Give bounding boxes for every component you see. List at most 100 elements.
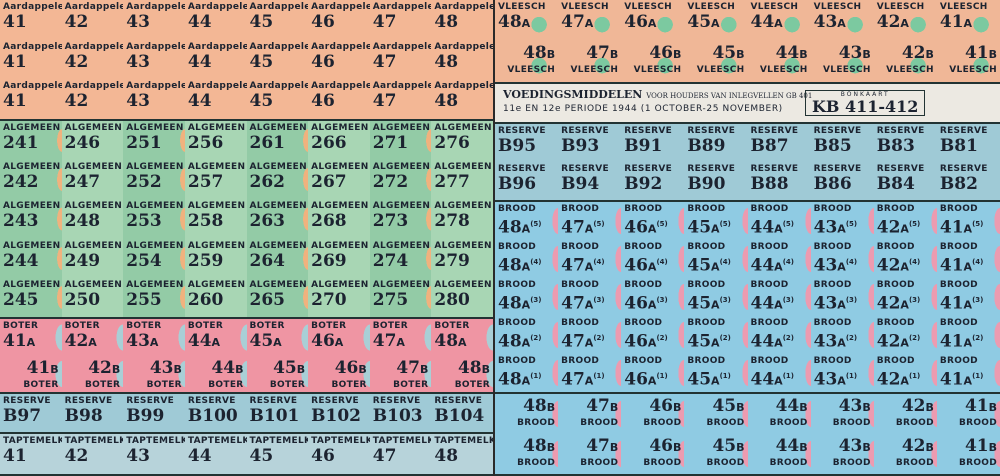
algemeen-coupon[interactable]: ALGEMEEN 254 — [123, 238, 185, 278]
vleesch-coupon-b[interactable]: 44B VLEESCH — [747, 41, 811, 82]
reserve-coupon[interactable]: RESERVE B88 — [748, 162, 811, 200]
algemeen-coupon[interactable]: ALGEMEEN 274 — [369, 238, 432, 278]
aardappelen-coupon[interactable]: Aardappelen41 — [0, 0, 62, 40]
reserve-coupon[interactable]: RESERVE B85 — [811, 124, 874, 162]
vleesch-coupon-a[interactable]: VLEESCH 46A — [621, 0, 685, 41]
brood-coupon-b[interactable]: 44B BROOD — [747, 394, 811, 434]
brood-coupon-b[interactable]: 48B BROOD — [495, 394, 559, 434]
brood-coupon-a[interactable]: BROOD 48A(1) — [495, 354, 559, 392]
brood-coupon-a[interactable]: BROOD 41A(3) — [936, 278, 1000, 316]
algemeen-coupon[interactable]: ALGEMEEN 270 — [308, 277, 370, 317]
brood-coupon-b[interactable]: 45B BROOD — [684, 434, 748, 474]
brood-coupon-a[interactable]: BROOD 45A(1) — [684, 354, 748, 392]
brood-coupon-a[interactable]: BROOD 48A(5) — [495, 202, 559, 240]
algemeen-coupon[interactable]: ALGEMEEN 244 — [0, 238, 62, 278]
vleesch-coupon-a[interactable]: VLEESCH 44A — [747, 0, 811, 41]
algemeen-coupon[interactable]: ALGEMEEN 258 — [184, 199, 247, 239]
algemeen-coupon[interactable]: ALGEMEEN 271 — [369, 121, 432, 161]
brood-coupon-a[interactable]: BROOD 43A(2) — [810, 316, 874, 354]
brood-coupon-b[interactable]: 43B BROOD — [810, 394, 874, 434]
taptemelk-coupon[interactable]: TAPTEMELK 48 — [431, 434, 493, 474]
algemeen-coupon[interactable]: ALGEMEEN 257 — [184, 160, 247, 200]
boter-coupon-a[interactable]: BOTER 41A — [0, 319, 62, 356]
algemeen-coupon[interactable]: ALGEMEEN 247 — [61, 160, 124, 200]
aardappelen-coupon[interactable]: Aardappelen41 — [0, 79, 62, 119]
algemeen-coupon[interactable]: ALGEMEEN 263 — [246, 199, 309, 239]
brood-coupon-b[interactable]: 43B BROOD — [810, 434, 874, 474]
reserve-coupon[interactable]: RESERVE B99 — [123, 394, 185, 432]
brood-coupon-b[interactable]: 41B BROOD — [936, 434, 1000, 474]
brood-coupon-b[interactable]: 46B BROOD — [621, 394, 685, 434]
algemeen-coupon[interactable]: ALGEMEEN 255 — [123, 277, 185, 317]
brood-coupon-a[interactable]: BROOD 47A(2) — [558, 316, 622, 354]
brood-coupon-a[interactable]: BROOD 44A(5) — [747, 202, 811, 240]
aardappelen-coupon[interactable]: Aardappelen45 — [247, 40, 309, 80]
brood-coupon-a[interactable]: BROOD 43A(3) — [810, 278, 874, 316]
vleesch-coupon-a[interactable]: VLEESCH 42A — [873, 0, 937, 41]
vleesch-coupon-b[interactable]: 46B VLEESCH — [621, 41, 685, 82]
reserve-coupon[interactable]: RESERVE B90 — [684, 162, 747, 200]
algemeen-coupon[interactable]: ALGEMEEN 279 — [431, 238, 493, 278]
brood-coupon-a[interactable]: BROOD 43A(4) — [810, 240, 874, 278]
algemeen-coupon[interactable]: ALGEMEEN 243 — [0, 199, 62, 239]
brood-coupon-a[interactable]: BROOD 48A(4) — [495, 240, 559, 278]
aardappelen-coupon[interactable]: Aardappelen42 — [62, 40, 124, 80]
boter-coupon-b[interactable]: 48B BOTER — [431, 355, 493, 392]
algemeen-coupon[interactable]: ALGEMEEN 275 — [369, 277, 432, 317]
brood-coupon-a[interactable]: BROOD 42A(5) — [873, 202, 937, 240]
brood-coupon-a[interactable]: BROOD 48A(2) — [495, 316, 559, 354]
reserve-coupon[interactable]: RESERVE B94 — [558, 162, 621, 200]
taptemelk-coupon[interactable]: TAPTEMELK 42 — [62, 434, 124, 474]
brood-coupon-a[interactable]: BROOD 44A(1) — [747, 354, 811, 392]
aardappelen-coupon[interactable]: Aardappelen45 — [247, 0, 309, 40]
reserve-coupon[interactable]: RESERVE B87 — [748, 124, 811, 162]
boter-coupon-a[interactable]: BOTER 45A — [246, 319, 309, 356]
brood-coupon-a[interactable]: BROOD 45A(5) — [684, 202, 748, 240]
aardappelen-coupon[interactable]: Aardappelen42 — [62, 0, 124, 40]
taptemelk-coupon[interactable]: TAPTEMELK 44 — [185, 434, 247, 474]
algemeen-coupon[interactable]: ALGEMEEN 260 — [184, 277, 247, 317]
aardappelen-coupon[interactable]: Aardappelen47 — [370, 79, 432, 119]
reserve-coupon[interactable]: RESERVE B84 — [874, 162, 937, 200]
brood-coupon-a[interactable]: BROOD 41A(4) — [936, 240, 1000, 278]
reserve-coupon[interactable]: RESERVE B89 — [684, 124, 747, 162]
algemeen-coupon[interactable]: ALGEMEEN 261 — [246, 121, 309, 161]
boter-coupon-b[interactable]: 45B BOTER — [246, 355, 309, 392]
reserve-coupon[interactable]: RESERVE B95 — [495, 124, 558, 162]
reserve-coupon[interactable]: RESERVE B104 — [431, 394, 493, 432]
aardappelen-coupon[interactable]: Aardappelen44 — [185, 40, 247, 80]
taptemelk-coupon[interactable]: TAPTEMELK 45 — [247, 434, 309, 474]
aardappelen-coupon[interactable]: Aardappelen46 — [308, 79, 370, 119]
algemeen-coupon[interactable]: ALGEMEEN 278 — [431, 199, 493, 239]
vleesch-coupon-b[interactable]: 45B VLEESCH — [684, 41, 748, 82]
brood-coupon-a[interactable]: BROOD 47A(5) — [558, 202, 622, 240]
vleesch-coupon-b[interactable]: 48B VLEESCH — [495, 41, 559, 82]
brood-coupon-b[interactable]: 47B BROOD — [558, 434, 622, 474]
taptemelk-coupon[interactable]: TAPTEMELK 46 — [308, 434, 370, 474]
algemeen-coupon[interactable]: ALGEMEEN 276 — [431, 121, 493, 161]
brood-coupon-b[interactable]: 42B BROOD — [873, 434, 937, 474]
reserve-coupon[interactable]: RESERVE B96 — [495, 162, 558, 200]
vleesch-coupon-b[interactable]: 43B VLEESCH — [810, 41, 874, 82]
brood-coupon-a[interactable]: BROOD 46A(5) — [621, 202, 685, 240]
brood-coupon-b[interactable]: 41B BROOD — [936, 394, 1000, 434]
boter-coupon-a[interactable]: BOTER 48A — [431, 319, 493, 356]
brood-coupon-a[interactable]: BROOD 45A(2) — [684, 316, 748, 354]
reserve-coupon[interactable]: RESERVE B101 — [247, 394, 309, 432]
reserve-coupon[interactable]: RESERVE B91 — [621, 124, 684, 162]
boter-coupon-b[interactable]: 43B BOTER — [123, 355, 185, 392]
taptemelk-coupon[interactable]: TAPTEMELK 43 — [123, 434, 185, 474]
brood-coupon-b[interactable]: 48B BROOD — [495, 434, 559, 474]
aardappelen-coupon[interactable]: Aardappelen43 — [123, 0, 185, 40]
brood-coupon-a[interactable]: BROOD 43A(1) — [810, 354, 874, 392]
brood-coupon-a[interactable]: BROOD 42A(3) — [873, 278, 937, 316]
algemeen-coupon[interactable]: ALGEMEEN 242 — [0, 160, 62, 200]
vleesch-coupon-b[interactable]: 42B VLEESCH — [873, 41, 937, 82]
reserve-coupon[interactable]: RESERVE B83 — [874, 124, 937, 162]
algemeen-coupon[interactable]: ALGEMEEN 253 — [123, 199, 185, 239]
aardappelen-coupon[interactable]: Aardappelen45 — [247, 79, 309, 119]
brood-coupon-a[interactable]: BROOD 42A(4) — [873, 240, 937, 278]
reserve-coupon[interactable]: RESERVE B97 — [0, 394, 62, 432]
aardappelen-coupon[interactable]: Aardappelen43 — [123, 40, 185, 80]
algemeen-coupon[interactable]: ALGEMEEN 264 — [246, 238, 309, 278]
